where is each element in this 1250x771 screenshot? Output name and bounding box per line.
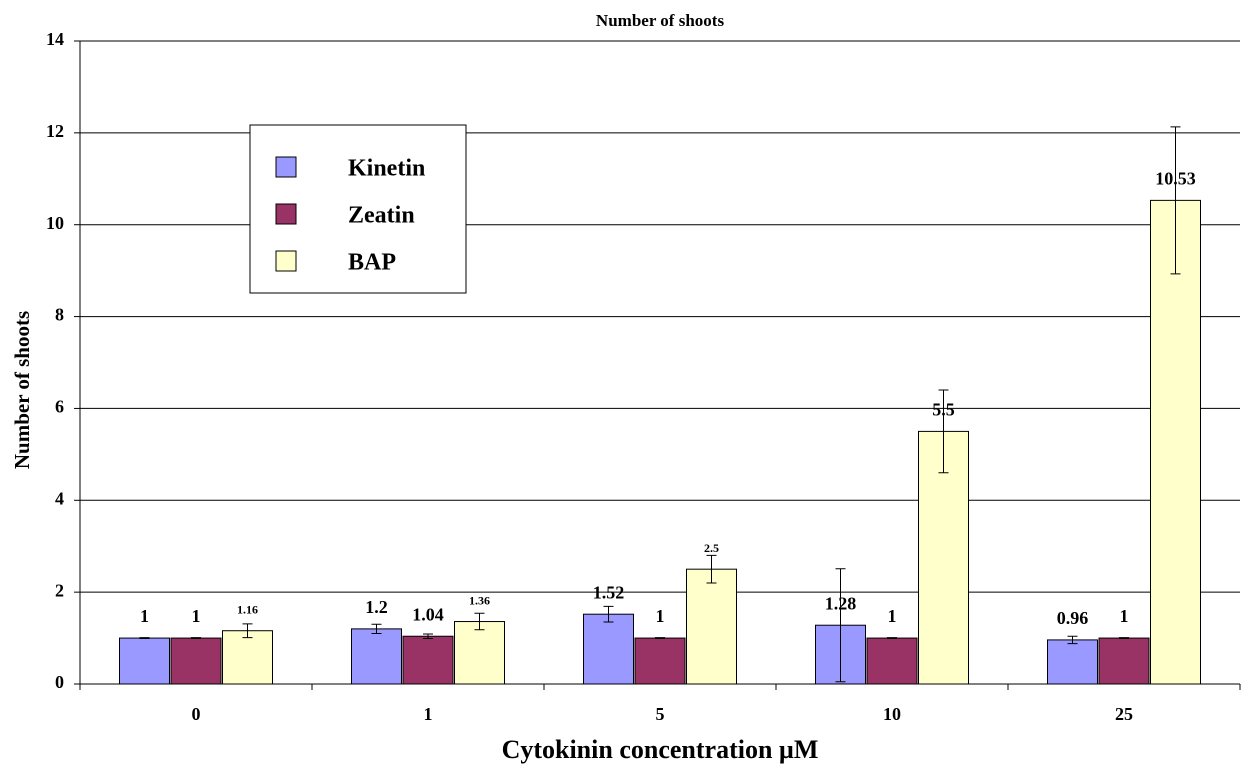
legend-swatch <box>275 203 297 225</box>
legend-label: Kinetin <box>348 156 425 182</box>
legend-label: BAP <box>348 250 396 276</box>
y-tick-label: 4 <box>55 488 64 508</box>
error-bar <box>1170 126 1181 275</box>
value-label: 1.36 <box>469 593 490 607</box>
bar <box>583 613 634 685</box>
bar <box>1150 199 1201 685</box>
y-tick-label: 0 <box>55 672 64 692</box>
bar <box>222 630 273 685</box>
value-label: 1 <box>1120 606 1129 626</box>
error-bar <box>603 605 614 623</box>
value-label: 1.28 <box>825 593 857 613</box>
y-tick-label: 14 <box>46 29 64 49</box>
error-bar <box>835 568 846 683</box>
x-tick-label: 1 <box>424 704 433 724</box>
value-label: 5.5 <box>932 400 955 420</box>
x-tick-label: 0 <box>192 704 201 724</box>
error-bar <box>139 637 150 640</box>
value-label: 1.16 <box>237 602 258 616</box>
y-tick-label: 10 <box>46 213 64 233</box>
bar <box>351 628 402 685</box>
y-tick-label: 2 <box>55 580 64 600</box>
bar <box>686 568 737 685</box>
value-label: 1.2 <box>365 597 388 617</box>
legend-swatch <box>275 250 297 272</box>
value-label: 0.96 <box>1057 608 1089 628</box>
bar <box>1098 637 1150 685</box>
error-bar <box>191 637 201 640</box>
value-label: 1 <box>192 606 201 626</box>
x-tick-label: 25 <box>1115 704 1133 724</box>
x-axis-label: Cytokinin concentration µM <box>502 735 819 764</box>
error-bar <box>1067 635 1078 645</box>
bar <box>402 635 454 685</box>
value-label: 10.53 <box>1155 168 1196 188</box>
error-bar <box>474 612 485 631</box>
error-bar <box>371 623 382 634</box>
value-label: 1 <box>888 606 897 626</box>
bar <box>918 430 969 685</box>
x-tick-label: 10 <box>883 704 901 724</box>
legend-swatch <box>275 156 297 178</box>
error-bar <box>1119 637 1129 640</box>
y-tick-label: 8 <box>55 305 64 325</box>
chart-title: Number of shoots <box>596 11 725 30</box>
bar <box>119 637 170 685</box>
bar <box>1047 639 1098 685</box>
value-label: 2.5 <box>704 541 719 555</box>
bar <box>866 637 918 685</box>
y-axis-label: Number of shoots <box>10 311 34 469</box>
legend-label: Zeatin <box>348 203 415 229</box>
value-label: 1 <box>140 606 149 626</box>
value-label: 1 <box>656 606 665 626</box>
value-label: 1.04 <box>412 604 444 624</box>
bar <box>170 637 222 685</box>
error-bar <box>938 389 949 474</box>
bar <box>454 621 505 685</box>
bar <box>634 637 686 685</box>
value-label: 1.52 <box>593 582 625 602</box>
y-tick-label: 6 <box>55 397 64 417</box>
error-bar <box>655 637 665 640</box>
error-bar <box>887 637 897 640</box>
y-tick-label: 12 <box>46 121 64 141</box>
error-bar <box>706 554 717 584</box>
error-bar <box>242 623 253 639</box>
error-bar <box>423 633 433 640</box>
x-tick-label: 5 <box>656 704 665 724</box>
